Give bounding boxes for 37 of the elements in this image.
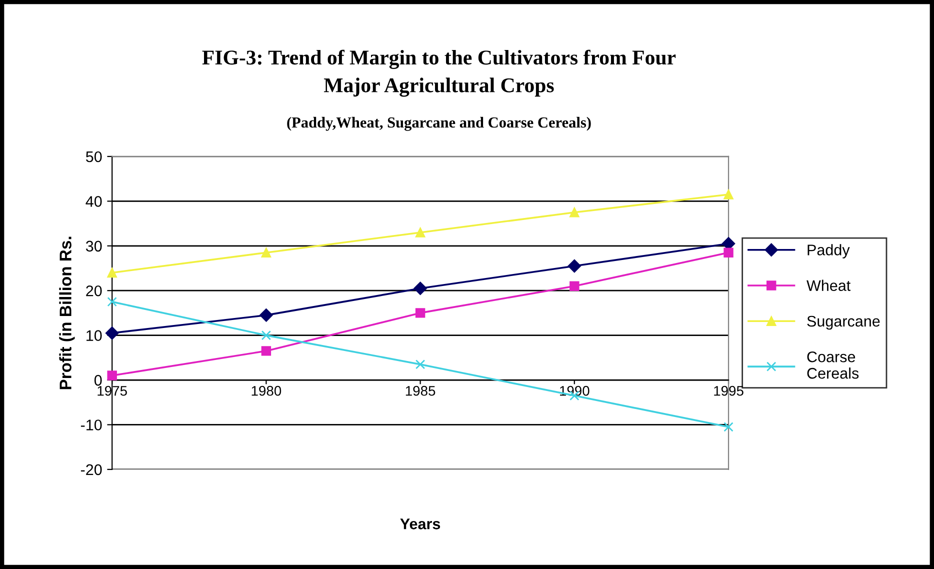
legend-label: Sugarcane xyxy=(807,316,880,330)
y-tick-label: 20 xyxy=(86,285,102,296)
y-tick-label: -10 xyxy=(80,420,102,430)
y-axis-title: Profit (in Billion Rs. xyxy=(59,236,75,390)
point xyxy=(105,326,119,340)
point xyxy=(724,248,734,258)
point xyxy=(107,370,117,380)
chart-subtitle: (Paddy,Wheat, Sugarcane and Coarse Cereals) xyxy=(287,116,591,131)
x-axis-title: Years xyxy=(400,518,440,530)
legend-label: Paddy xyxy=(808,244,850,258)
y-tick-label: 40 xyxy=(86,196,102,207)
legend-label: Coarse Cereals xyxy=(807,351,859,379)
point xyxy=(107,268,117,278)
x-tick-label: 1985 xyxy=(406,386,436,396)
point xyxy=(260,308,273,322)
point xyxy=(570,281,580,291)
point xyxy=(724,190,734,200)
point xyxy=(261,346,272,356)
y-tick-label: 0 xyxy=(94,374,102,386)
point xyxy=(415,228,426,238)
point xyxy=(261,248,272,258)
point xyxy=(415,308,426,318)
point xyxy=(568,259,581,273)
y-tick-label: 50 xyxy=(86,151,102,162)
chart-title: FIG-3: Trend of Margin to the Cultivators from Four Major Agricultural Crops xyxy=(202,50,676,97)
point xyxy=(415,360,426,370)
x-tick-label: 1980 xyxy=(252,386,282,396)
y-tick-label: 30 xyxy=(86,240,102,252)
y-tick-label: -20 xyxy=(80,464,102,476)
x-tick-label: 1995 xyxy=(714,386,744,396)
point xyxy=(261,330,272,340)
point xyxy=(107,296,117,307)
y-tick-label: 10 xyxy=(86,330,102,341)
legend-label: Wheat xyxy=(806,280,851,292)
point xyxy=(570,207,580,218)
point xyxy=(414,282,427,295)
point xyxy=(724,422,734,432)
